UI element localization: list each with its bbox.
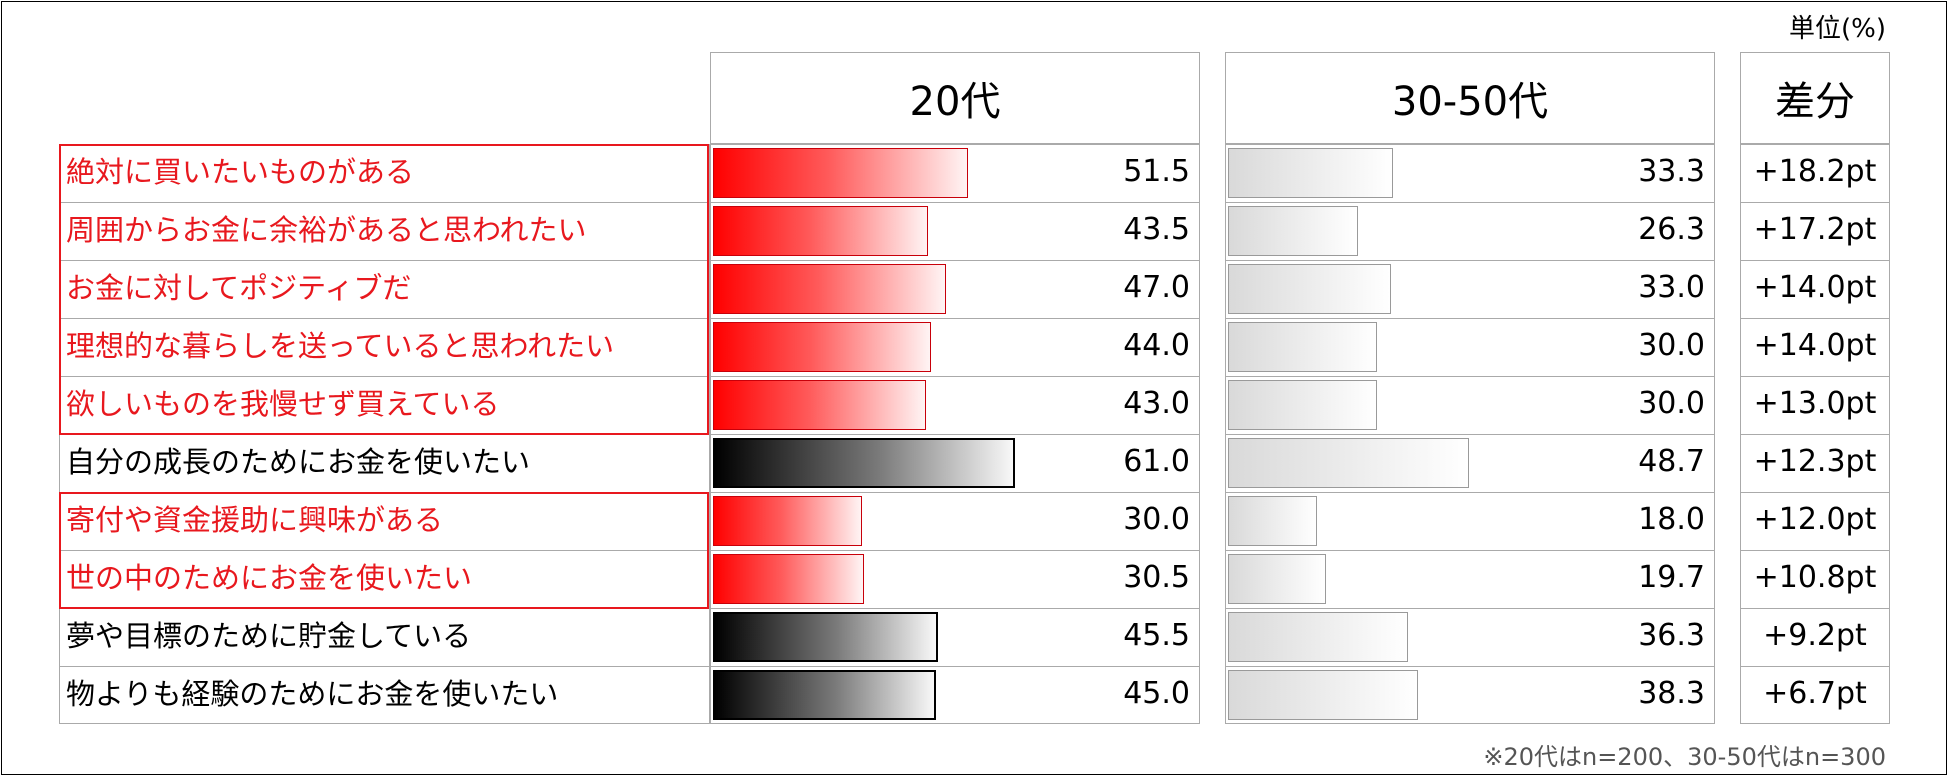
diff-value: +12.3pt [1753,444,1877,479]
bar-30-50s [1228,206,1359,256]
row-divider [1740,492,1890,493]
value-20s: 45.5 [1123,618,1190,653]
category-label: 世の中のためにお金を使いたい [66,561,473,595]
row-divider [1225,608,1715,609]
value-20s: 61.0 [1123,444,1190,479]
row-divider [59,376,1200,377]
category-label: 欲しいものを我慢せず買えている [66,387,500,421]
value-30-50s: 36.3 [1638,618,1705,653]
bar-20s [713,670,936,720]
value-20s: 44.0 [1123,328,1190,363]
diff-value: +6.7pt [1763,676,1867,711]
row-divider [1740,260,1890,261]
category-label: 寄付や資金援助に興味がある [66,503,444,537]
row-divider [1225,318,1715,319]
highlight-box [59,144,709,435]
row-divider [59,202,1200,203]
category-label: 夢や目標のために貯金している [66,619,472,653]
bar-30-50s [1228,264,1392,314]
value-30-50s: 33.3 [1638,154,1705,189]
value-30-50s: 30.0 [1638,328,1705,363]
category-label: お金に対してポジティブだ [66,271,412,305]
row-divider [1740,376,1890,377]
value-30-50s: 30.0 [1638,386,1705,421]
bar-20s [713,612,939,662]
highlight-box [59,492,709,609]
diff-value: +12.0pt [1753,502,1877,537]
bar-30-50s [1228,612,1408,662]
value-20s: 43.5 [1123,212,1190,247]
diff-value: +18.2pt [1753,154,1877,189]
diff-value: +17.2pt [1753,212,1877,247]
category-label: 理想的な暮らしを送っていると思われたい [66,329,615,363]
bar-20s [713,554,864,604]
bar-30-50s [1228,322,1377,372]
value-30-50s: 33.0 [1638,270,1705,305]
unit-label: 単位(%) [1789,14,1886,44]
value-20s: 30.5 [1123,560,1190,595]
value-20s: 30.0 [1123,502,1190,537]
bar-20s [713,264,946,314]
value-30-50s: 19.7 [1638,560,1705,595]
category-label: 周囲からお金に余裕があると思われたい [66,213,587,247]
value-30-50s: 48.7 [1638,444,1705,479]
header-diff: 差分 [1740,52,1890,144]
sample-size-note: ※20代はn=200、30-50代はn=300 [1483,743,1886,771]
category-label: 自分の成長のためにお金を使いたい [66,445,531,479]
row-divider [59,260,1200,261]
bar-30-50s [1228,554,1326,604]
bar-30-50s [1228,670,1418,720]
diff-value: +13.0pt [1753,386,1877,421]
bar-20s [713,322,931,372]
row-divider [1225,434,1715,435]
row-divider [1225,666,1715,667]
row-divider [1225,376,1715,377]
value-20s: 47.0 [1123,270,1190,305]
value-20s: 51.5 [1123,154,1190,189]
row-divider [1740,608,1890,609]
row-divider [1740,550,1890,551]
row-divider [59,318,1200,319]
value-30-50s: 38.3 [1638,676,1705,711]
bar-30-50s [1228,148,1393,198]
row-divider [59,550,1200,551]
category-label: 物よりも経験のためにお金を使いたい [66,677,559,711]
diff-value: +14.0pt [1753,328,1877,363]
row-divider [1740,666,1890,667]
row-divider [1225,550,1715,551]
category-label: 絶対に買いたいものがある [66,155,415,189]
value-20s: 45.0 [1123,676,1190,711]
value-20s: 43.0 [1123,386,1190,421]
bar-20s [713,206,929,256]
row-divider [1225,492,1715,493]
bar-20s [713,148,968,198]
bar-20s [713,496,862,546]
row-divider [1225,260,1715,261]
row-divider [1740,434,1890,435]
value-30-50s: 18.0 [1638,502,1705,537]
header-30-50s: 30-50代 [1225,52,1715,144]
row-divider [59,666,1200,667]
value-30-50s: 26.3 [1638,212,1705,247]
bar-30-50s [1228,380,1377,430]
diff-value: +14.0pt [1753,270,1877,305]
bar-30-50s [1228,496,1318,546]
diff-value: +9.2pt [1763,618,1867,653]
diff-value: +10.8pt [1753,560,1877,595]
bar-30-50s [1228,438,1470,488]
bar-20s [713,380,926,430]
header-20s: 20代 [710,52,1200,144]
row-divider [1740,318,1890,319]
row-divider [1225,202,1715,203]
row-divider [1740,202,1890,203]
bar-20s [713,438,1015,488]
